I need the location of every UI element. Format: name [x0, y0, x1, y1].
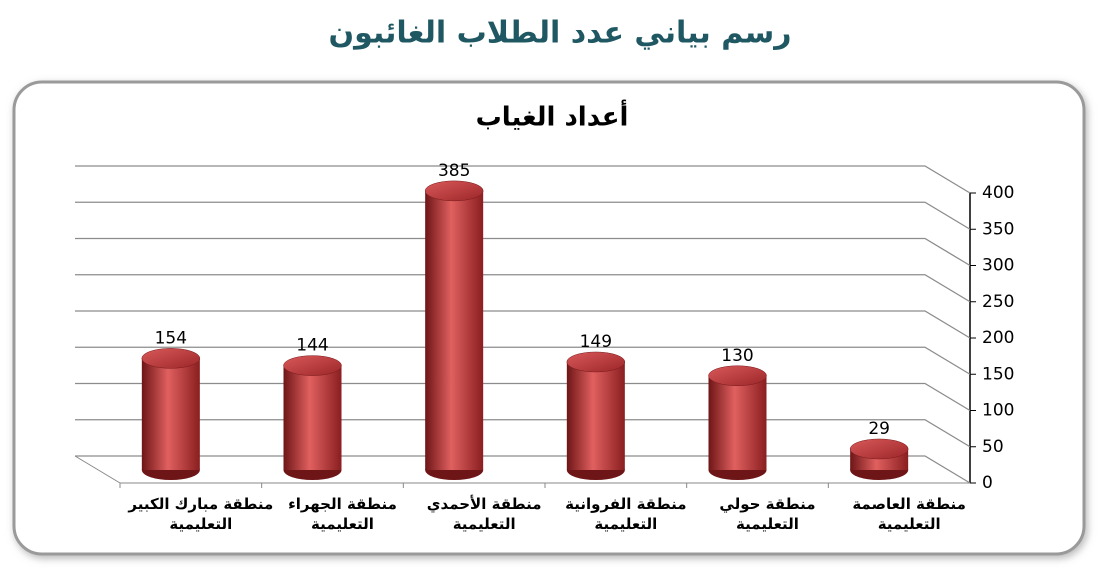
- floor-edge: [74, 455, 121, 484]
- x-tick-label: منطقة الجهراء التعليمية: [288, 495, 397, 533]
- value-label: 144: [296, 336, 328, 356]
- bar: [425, 190, 484, 470]
- grid-line: [75, 419, 971, 448]
- value-label: 29: [868, 419, 890, 439]
- y-tick-label: 350: [982, 219, 1014, 239]
- value-label: 385: [438, 161, 470, 181]
- cylinder-top: [849, 438, 909, 460]
- grid-line: [75, 274, 971, 303]
- y-tick-label: 400: [982, 183, 1014, 203]
- grid-line: [75, 237, 971, 267]
- y-tick-label: 50: [982, 437, 1004, 457]
- grid-line: [75, 455, 971, 484]
- cylinder-top: [708, 365, 767, 386]
- page-title: رسم بياني عدد الطلاب الغائبون: [328, 16, 791, 51]
- bar: [283, 365, 342, 470]
- chart-frame: [12, 80, 1086, 556]
- grid-line: [75, 382, 971, 412]
- y-tick-label: 300: [982, 256, 1014, 276]
- bar: [141, 358, 200, 470]
- y-tick-label: 0: [982, 473, 993, 493]
- cylinder-top: [566, 351, 626, 373]
- grid-line: [75, 346, 971, 375]
- grid-line: [75, 201, 971, 230]
- chart-title: أعداد الغياب: [476, 100, 629, 133]
- x-tick-label: منطقة العاصمة التعليمية: [852, 495, 966, 533]
- x-tick-label: منطقة الفروانية التعليمية: [565, 495, 687, 533]
- value-label: 154: [155, 328, 187, 348]
- value-label: 149: [580, 332, 612, 352]
- x-tick-label: منطقة مبارك الكبير التعليمية: [128, 495, 274, 533]
- y-tick-label: 250: [982, 292, 1014, 312]
- grid-line: [75, 165, 971, 194]
- bar: [566, 361, 625, 470]
- x-tick-label: منطقة حولي التعليمية: [719, 495, 816, 533]
- y-tick-label: 150: [982, 364, 1014, 384]
- cylinder-top: [141, 348, 201, 369]
- y-tick-label: 200: [982, 328, 1014, 348]
- x-tick-label: منطقة الأحمدي التعليمية: [426, 495, 542, 533]
- bar: [708, 375, 767, 470]
- cylinder-top: [424, 180, 484, 202]
- y-tick-label: 100: [982, 401, 1014, 421]
- grid-line: [75, 310, 971, 339]
- value-label: 130: [721, 346, 753, 366]
- cylinder-top: [283, 355, 342, 376]
